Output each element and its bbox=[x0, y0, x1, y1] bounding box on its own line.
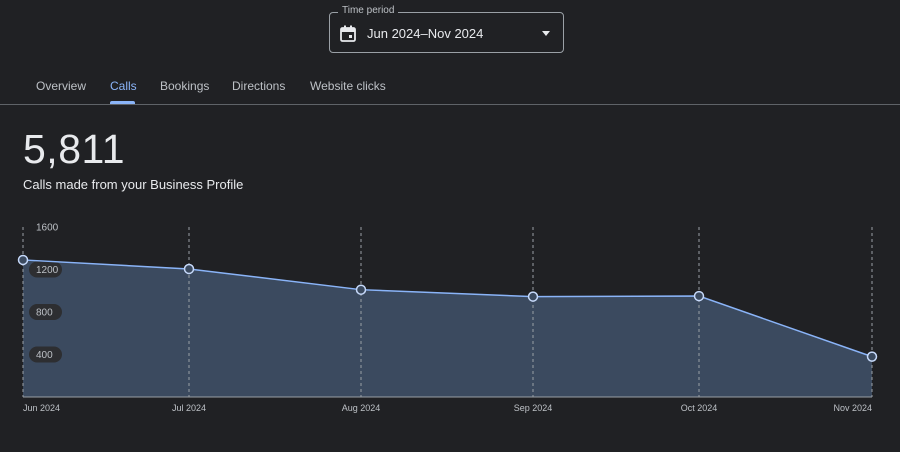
tab-directions[interactable]: Directions bbox=[232, 79, 286, 93]
time-period-value: Jun 2024–Nov 2024 bbox=[367, 26, 484, 41]
time-period-label: Time period bbox=[338, 5, 399, 16]
tab-website-clicks[interactable]: Website clicks bbox=[310, 79, 386, 93]
x-tick-label: Jun 2024 bbox=[23, 403, 60, 413]
chart-area-fill bbox=[23, 259, 872, 397]
x-tick-label: Sep 2024 bbox=[514, 403, 553, 413]
y-tick-label: 800 bbox=[36, 308, 53, 319]
time-period-selector[interactable]: Time period Jun 2024–Nov 2024 bbox=[329, 5, 564, 53]
y-tick-pill bbox=[29, 261, 62, 278]
y-tick-label: 400 bbox=[36, 350, 53, 361]
data-point bbox=[693, 290, 705, 302]
tab-overview[interactable]: Overview bbox=[36, 79, 87, 93]
x-tick-label: Aug 2024 bbox=[342, 403, 381, 413]
data-point bbox=[355, 284, 367, 295]
metric-tabs: Overview Calls Bookings Directions Websi… bbox=[0, 68, 900, 105]
data-point bbox=[183, 263, 195, 275]
dropdown-arrow-icon[interactable] bbox=[542, 31, 550, 36]
data-point bbox=[527, 291, 539, 302]
y-tick-pill bbox=[29, 346, 62, 363]
total-calls-caption: Calls made from your Business Profile bbox=[23, 177, 244, 192]
y-tick-pill bbox=[29, 304, 62, 320]
calls-chart: 1600 1200 800 400 Jun 2024 Jul 2024 Aug 2024 Se… bbox=[17, 223, 878, 413]
data-point bbox=[17, 254, 29, 266]
calendar-icon bbox=[340, 25, 356, 42]
data-point bbox=[866, 351, 878, 362]
x-tick-label: Oct 2024 bbox=[681, 403, 718, 413]
tab-calls[interactable]: Calls bbox=[110, 79, 137, 93]
x-tick-label: Jul 2024 bbox=[172, 403, 206, 413]
y-tick-label: 1600 bbox=[36, 223, 59, 234]
x-tick-label: Nov 2024 bbox=[833, 403, 872, 413]
y-tick-label: 1200 bbox=[36, 265, 59, 276]
series-line bbox=[22, 259, 873, 358]
tab-bookings[interactable]: Bookings bbox=[160, 79, 210, 93]
total-calls-value: 5,811 bbox=[23, 126, 126, 172]
active-tab-indicator bbox=[110, 101, 135, 104]
